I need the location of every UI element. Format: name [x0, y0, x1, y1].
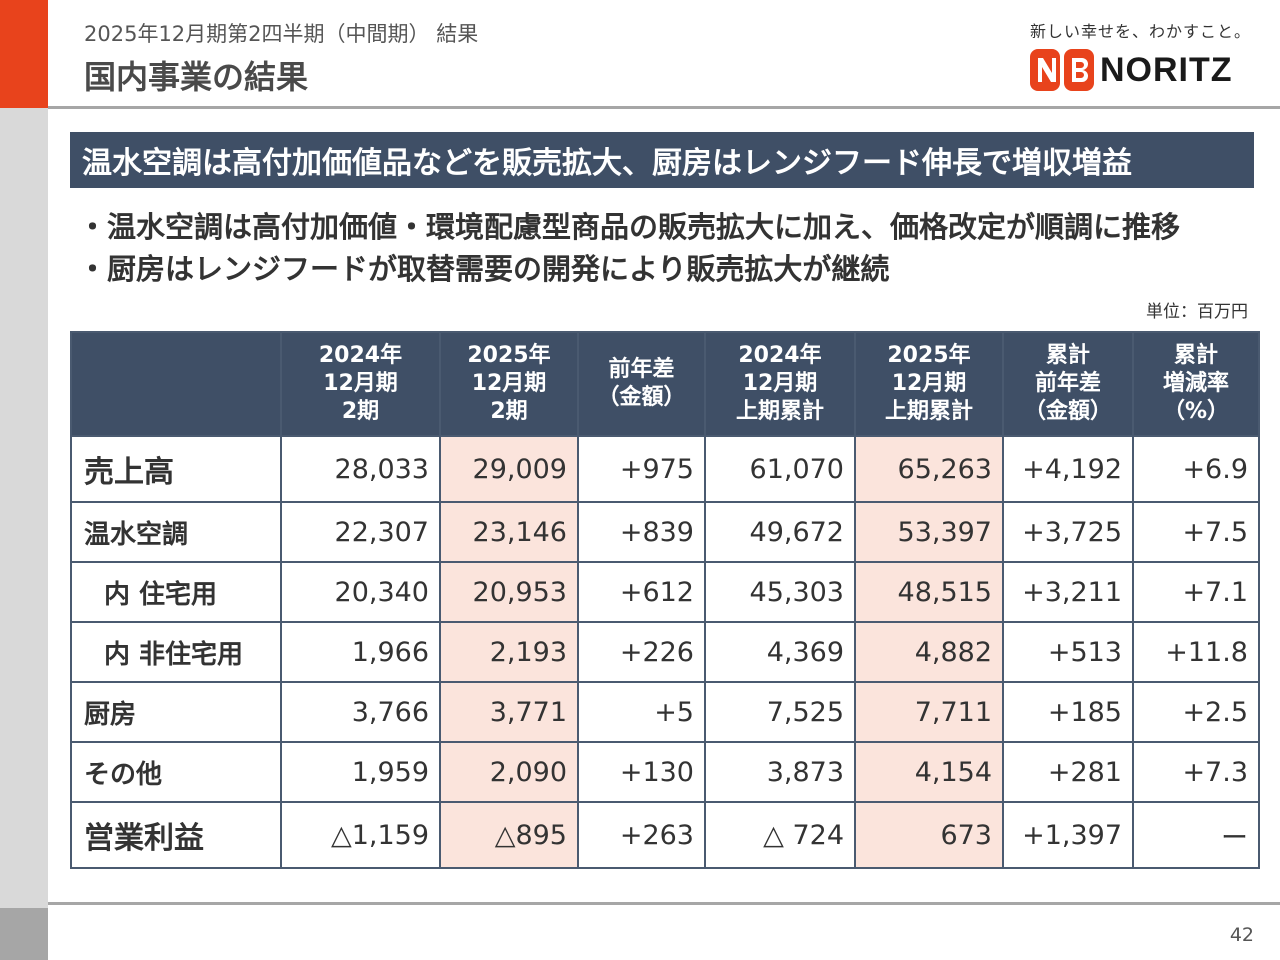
header-divider: [48, 106, 1280, 109]
page-number: 42: [1229, 924, 1254, 946]
column-header: [70, 331, 282, 437]
table-cell: ー: [1132, 801, 1260, 869]
table-cell: 29,009: [439, 435, 579, 503]
row-label: その他: [70, 741, 282, 803]
table-cell: 2,090: [439, 741, 579, 803]
left-strip: [0, 108, 48, 908]
table-cell: +11.8: [1132, 621, 1260, 683]
table-cell: +5: [577, 681, 706, 743]
table-cell: +130: [577, 741, 706, 803]
table-header-row: 2024年 12月期 2期 2025年 12月期 2期 前年差 （金額） 202…: [70, 331, 1260, 437]
brand-tagline: 新しい幸せを、わかすこと。: [1030, 22, 1252, 41]
table-cell: 20,340: [280, 561, 441, 623]
table-cell: △895: [439, 801, 579, 869]
table-cell: 1,966: [280, 621, 441, 683]
results-table: 2024年 12月期 2期 2025年 12月期 2期 前年差 （金額） 202…: [70, 331, 1260, 869]
noritz-logo-mark-icon: [1030, 49, 1094, 91]
table-cell: 3,771: [439, 681, 579, 743]
table-cell: 61,070: [704, 435, 856, 503]
table-cell: 7,711: [854, 681, 1004, 743]
table-row: 温水空調 22,307 23,146 +839 49,672 53,397 +3…: [70, 501, 1260, 563]
table-cell: +3,211: [1002, 561, 1134, 623]
table-cell: +263: [577, 801, 706, 869]
table-cell: 4,154: [854, 741, 1004, 803]
row-label: 売上高: [70, 435, 282, 503]
table-cell: +513: [1002, 621, 1134, 683]
column-header: 累計 増減率 （%）: [1132, 331, 1260, 437]
table-cell: +185: [1002, 681, 1134, 743]
table-cell: +975: [577, 435, 706, 503]
row-label: 温水空調: [70, 501, 282, 563]
unit-label: 単位：百万円: [1146, 302, 1248, 322]
table-cell: +226: [577, 621, 706, 683]
column-header: 2025年 12月期 上期累計: [854, 331, 1004, 437]
table-cell: 4,882: [854, 621, 1004, 683]
bullet-item: ・温水空調は高付加価値・環境配慮型商品の販売拡大に加え、価格改定が順調に推移: [78, 210, 1181, 244]
table-cell: +6.9: [1132, 435, 1260, 503]
column-header: 累計 前年差 （金額）: [1002, 331, 1134, 437]
logo-wordmark: NORITZ: [1100, 50, 1233, 89]
page-title: 国内事業の結果: [84, 58, 309, 96]
table-cell: 53,397: [854, 501, 1004, 563]
header-subtitle: 2025年12月期第2四半期（中間期） 結果: [84, 22, 479, 46]
table-cell: +7.1: [1132, 561, 1260, 623]
table-cell: +3,725: [1002, 501, 1134, 563]
table-cell: △ 724: [704, 801, 856, 869]
row-label: 営業利益: [70, 801, 282, 869]
row-label: 内 住宅用: [70, 561, 282, 623]
table-cell: 7,525: [704, 681, 856, 743]
noritz-logo: NORITZ: [1030, 48, 1248, 92]
table-cell: +2.5: [1132, 681, 1260, 743]
left-strip-footer: [0, 908, 48, 960]
bullet-item: ・厨房はレンジフードが取替需要の開発により販売拡大が継続: [78, 252, 890, 286]
table-cell: 673: [854, 801, 1004, 869]
table-row: 内 住宅用 20,340 20,953 +612 45,303 48,515 +…: [70, 561, 1260, 623]
row-label: 内 非住宅用: [70, 621, 282, 683]
column-header: 2024年 12月期 2期: [280, 331, 441, 437]
table-cell: +612: [577, 561, 706, 623]
table-cell: 1,959: [280, 741, 441, 803]
table-cell: 65,263: [854, 435, 1004, 503]
table-cell: 3,873: [704, 741, 856, 803]
column-header: 前年差 （金額）: [577, 331, 706, 437]
table-row: その他 1,959 2,090 +130 3,873 4,154 +281 +7…: [70, 741, 1260, 803]
table-cell: 45,303: [704, 561, 856, 623]
table-cell: 48,515: [854, 561, 1004, 623]
table-cell: +281: [1002, 741, 1134, 803]
table-row: 内 非住宅用 1,966 2,193 +226 4,369 4,882 +513…: [70, 621, 1260, 683]
table-row: 厨房 3,766 3,771 +5 7,525 7,711 +185 +2.5: [70, 681, 1260, 743]
table-cell: +1,397: [1002, 801, 1134, 869]
table-cell: 23,146: [439, 501, 579, 563]
footer-divider: [48, 902, 1280, 905]
table-cell: 49,672: [704, 501, 856, 563]
bullet-list: ・温水空調は高付加価値・環境配慮型商品の販売拡大に加え、価格改定が順調に推移 ・…: [78, 206, 1268, 290]
table-cell: △1,159: [280, 801, 441, 869]
column-header: 2025年 12月期 2期: [439, 331, 579, 437]
table-row: 営業利益 △1,159 △895 +263 △ 724 673 +1,397 ー: [70, 801, 1260, 869]
table-cell: +4,192: [1002, 435, 1134, 503]
table-cell: +7.3: [1132, 741, 1260, 803]
table-cell: 4,369: [704, 621, 856, 683]
table-cell: +7.5: [1132, 501, 1260, 563]
table-row: 売上高 28,033 29,009 +975 61,070 65,263 +4,…: [70, 435, 1260, 503]
table-cell: 28,033: [280, 435, 441, 503]
table-cell: 20,953: [439, 561, 579, 623]
table-cell: 3,766: [280, 681, 441, 743]
headline-banner: 温水空調は高付加価値品などを販売拡大、厨房はレンジフード伸長で増収増益: [70, 132, 1254, 188]
column-header: 2024年 12月期 上期累計: [704, 331, 856, 437]
accent-bar: [0, 0, 48, 108]
row-label: 厨房: [70, 681, 282, 743]
table-cell: +839: [577, 501, 706, 563]
table-cell: 22,307: [280, 501, 441, 563]
table-cell: 2,193: [439, 621, 579, 683]
